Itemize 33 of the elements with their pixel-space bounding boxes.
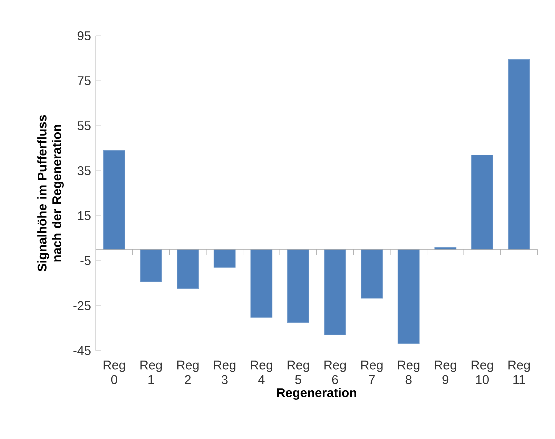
y-tick-label: 75 (78, 76, 91, 86)
x-tick-label: Reg 3 (214, 360, 236, 384)
x-tick-label: Reg 8 (398, 360, 420, 384)
bar (361, 249, 383, 299)
bar (324, 249, 346, 336)
y-axis-title: Signalhöhe im Pufferfluss nach der Regeneration (38, 115, 64, 272)
x-tick-label: Reg 0 (104, 360, 126, 384)
x-tick-label: Reg 7 (362, 360, 383, 384)
bar (398, 249, 420, 344)
bar (472, 154, 494, 250)
x-tick-label: Reg 10 (472, 360, 494, 384)
y-tick-label: -45 (74, 346, 91, 356)
bar (508, 59, 530, 250)
x-tick-label: Reg 4 (251, 360, 272, 384)
x-tick-label: Reg 9 (435, 360, 456, 384)
x-tick-label: Reg 2 (178, 360, 199, 384)
y-tick-label: -5 (80, 256, 91, 266)
y-tick-label: -25 (74, 301, 91, 310)
x-tick-label: Reg 5 (288, 360, 310, 384)
x-tick-label: Reg 6 (324, 360, 346, 384)
x-axis-title: Regeneration (277, 388, 356, 400)
y-tick-label: 95 (78, 32, 91, 41)
x-tick-label: Reg 11 (508, 360, 530, 384)
bar (250, 249, 273, 318)
bar (288, 249, 310, 324)
y-tick-label: 35 (78, 166, 91, 176)
bar (104, 150, 126, 250)
bar (140, 249, 162, 282)
y-tick-label: 55 (78, 122, 91, 130)
x-tick-label: Reg 1 (140, 360, 162, 384)
y-tick-label: 15 (78, 212, 91, 220)
bar (214, 249, 236, 268)
bar (177, 249, 199, 290)
